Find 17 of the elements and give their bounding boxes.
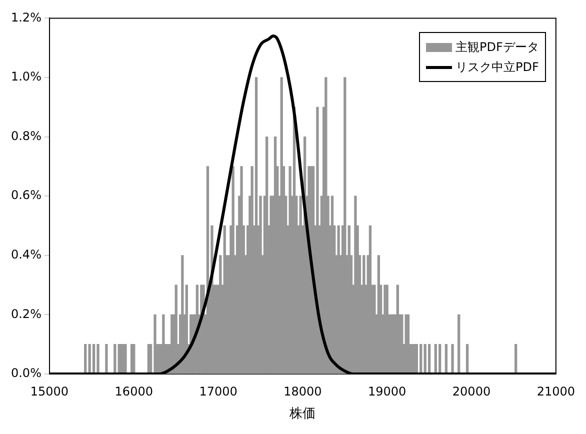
y-tick-label: 1.2% [10, 10, 42, 24]
x-tick-label: 21000 [536, 384, 576, 398]
x-tick-label: 17000 [199, 384, 238, 398]
y-tick-label: 1.0% [10, 70, 42, 84]
x-axis-title: 株価 [288, 406, 316, 422]
x-tick-label: 19000 [368, 384, 406, 398]
y-tick-label: 0.6% [10, 188, 42, 202]
y-tick-label: 0.2% [10, 306, 42, 321]
x-tick-label: 18000 [284, 384, 322, 398]
y-tick-label: 0.8% [10, 128, 42, 143]
x-tick-label: 20000 [452, 384, 491, 398]
x-tick-label: 16000 [114, 384, 153, 398]
legend-label: 主観PDFデータ [456, 39, 539, 56]
y-tick-label: 0.0% [10, 366, 42, 380]
legend-label: リスク中立PDF [456, 59, 539, 76]
y-tick-label: 0.4% [10, 248, 42, 262]
x-tick-label: 15000 [30, 384, 69, 398]
